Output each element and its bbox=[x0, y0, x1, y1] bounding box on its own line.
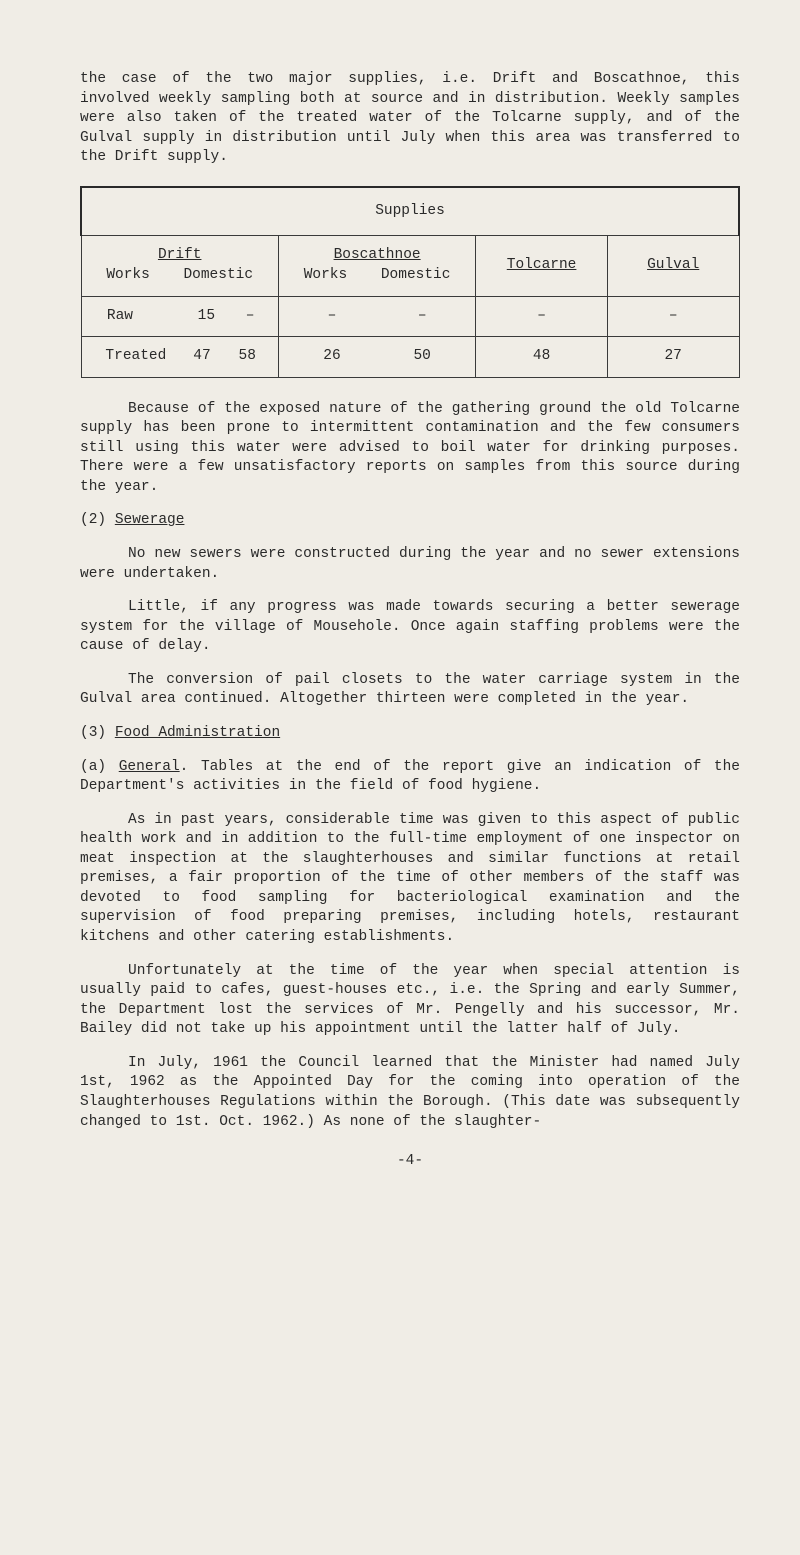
table-row: Raw 15 – – – – – bbox=[81, 296, 739, 337]
cell: – bbox=[476, 296, 608, 337]
supplies-table: Supplies Drift Works Domestic Boscathnoe… bbox=[80, 186, 740, 378]
paragraph: No new sewers were constructed during th… bbox=[80, 545, 740, 584]
header-drift: Drift Works Domestic bbox=[81, 236, 278, 296]
paragraph: (a) General. Tables at the end of the re… bbox=[80, 758, 740, 797]
section-heading-3: (3) Food Administration bbox=[80, 724, 740, 744]
table-title: Supplies bbox=[81, 187, 739, 236]
paragraph: The conversion of pail closets to the wa… bbox=[80, 671, 740, 710]
section-heading-2: (2) Sewerage bbox=[80, 511, 740, 531]
cell: – – bbox=[278, 296, 475, 337]
header-boscathnoe: Boscathnoe Works Domestic bbox=[278, 236, 475, 296]
paragraph: Little, if any progress was made towards… bbox=[80, 598, 740, 657]
table-row: Treated 47 58 26 50 48 27 bbox=[81, 337, 739, 378]
row-treated: Treated 47 58 bbox=[81, 337, 278, 378]
cell: 48 bbox=[476, 337, 608, 378]
cell: 26 50 bbox=[278, 337, 475, 378]
cell: – bbox=[607, 296, 739, 337]
paragraph: As in past years, considerable time was … bbox=[80, 811, 740, 948]
paragraph-intro: the case of the two major supplies, i.e.… bbox=[80, 70, 740, 168]
paragraph: In July, 1961 the Council learned that t… bbox=[80, 1054, 740, 1132]
paragraph: Because of the exposed nature of the gat… bbox=[80, 400, 740, 498]
header-gulval: Gulval bbox=[607, 236, 739, 296]
document-page: the case of the two major supplies, i.e.… bbox=[0, 0, 800, 1555]
row-raw: Raw 15 – bbox=[81, 296, 278, 337]
cell: 27 bbox=[607, 337, 739, 378]
header-tolcarne: Tolcarne bbox=[476, 236, 608, 296]
page-number: -4- bbox=[80, 1152, 740, 1172]
paragraph: Unfortunately at the time of the year wh… bbox=[80, 962, 740, 1040]
